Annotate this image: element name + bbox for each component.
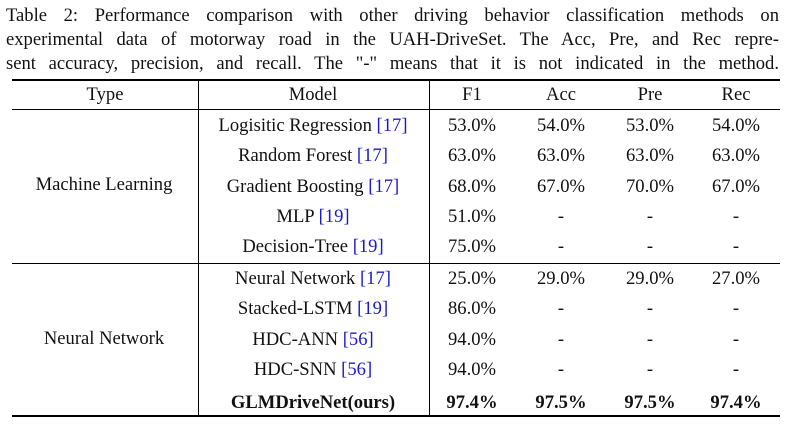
metric-acc-cell: 97.5% (535, 392, 587, 413)
metric-acc-cell: - (557, 206, 565, 227)
metric-f1-cell: 75.0% (447, 236, 497, 257)
model-name: HDC-ANN (252, 329, 339, 350)
citation-link[interactable]: [17] (376, 115, 408, 136)
citation-link[interactable]: [19] (318, 206, 350, 227)
caption-line: sent accuracy, precision, and recall. Th… (6, 53, 779, 74)
table-top-rule (12, 79, 780, 81)
model-name: Random Forest (238, 145, 353, 166)
metric-f1-cell: 68.0% (447, 176, 497, 197)
metric-f1-cell: 86.0% (447, 298, 497, 319)
model-name-cell: Neural Network [17] (235, 268, 391, 290)
model-name: Neural Network (235, 268, 356, 289)
metric-f1-cell: 94.0% (447, 359, 497, 380)
group-divider-rule (12, 263, 780, 264)
model-name-cell: Logisitic Regression [17] (218, 115, 407, 137)
metric-rec-cell: - (732, 236, 740, 257)
metric-pre-cell: 70.0% (625, 176, 675, 197)
header-pre: Pre (637, 84, 663, 105)
metric-rec-cell: - (732, 329, 740, 350)
table-caption: Table 2: Performance comparison with oth… (6, 4, 779, 76)
metric-pre-cell: - (646, 236, 654, 257)
model-name: Logisitic Regression (218, 115, 372, 136)
header-model: Model (288, 84, 338, 105)
metric-f1-cell: 97.4% (446, 392, 498, 413)
metric-pre-cell: - (646, 298, 654, 319)
metric-acc-cell: - (557, 236, 565, 257)
metric-f1-cell: 53.0% (447, 115, 497, 136)
model-name-cell: Gradient Boosting [17] (227, 176, 400, 198)
type-model-divider (198, 80, 199, 415)
citation-link[interactable]: [17] (359, 268, 391, 289)
header-type: Type (86, 84, 124, 105)
metric-rec-cell: 63.0% (711, 145, 761, 166)
model-name-cell: Stacked-LSTM [19] (238, 298, 388, 320)
model-name-cell: HDC-ANN [56] (252, 329, 373, 351)
metric-rec-cell: - (732, 359, 740, 380)
citation-link[interactable]: [19] (352, 236, 384, 257)
group-label-neural-network: Neural Network (43, 328, 165, 349)
model-metric-divider (429, 80, 430, 415)
citation-link[interactable]: [17] (356, 145, 388, 166)
model-name: HDC-SNN (253, 359, 337, 380)
header-acc: Acc (546, 84, 576, 105)
metric-acc-cell: 67.0% (536, 176, 586, 197)
group-label-machine-learning: Machine Learning (35, 174, 173, 195)
metric-f1-cell: 94.0% (447, 329, 497, 350)
metric-pre-cell: 29.0% (625, 268, 675, 289)
metric-rec-cell: 27.0% (711, 268, 761, 289)
metric-acc-cell: 54.0% (536, 115, 586, 136)
metric-rec-cell: - (732, 206, 740, 227)
model-name-cell: MLP [19] (276, 206, 349, 228)
metric-rec-cell: 54.0% (711, 115, 761, 136)
citation-link[interactable]: [17] (368, 176, 400, 197)
metric-acc-cell: 63.0% (536, 145, 586, 166)
caption-line: Table 2: Performance comparison with oth… (6, 5, 779, 26)
metric-acc-cell: - (557, 298, 565, 319)
header-rec: Rec (721, 84, 751, 105)
metric-pre-cell: - (646, 359, 654, 380)
metric-pre-cell: - (646, 329, 654, 350)
model-name: Stacked-LSTM (237, 298, 353, 319)
header-rule (12, 109, 780, 110)
metric-pre-cell: 63.0% (625, 145, 675, 166)
citation-link[interactable]: [56] (341, 359, 373, 380)
metric-pre-cell: 97.5% (624, 392, 676, 413)
metric-rec-cell: 67.0% (711, 176, 761, 197)
metric-rec-cell: - (732, 298, 740, 319)
metric-pre-cell: 53.0% (625, 115, 675, 136)
caption-line: experimental data of motorway road in th… (6, 29, 779, 50)
model-name-cell: Random Forest [17] (238, 145, 388, 167)
metric-rec-cell: 97.4% (710, 392, 762, 413)
metric-acc-cell: 29.0% (536, 268, 586, 289)
model-name: Decision-Tree (242, 236, 349, 257)
citation-link[interactable]: [19] (357, 298, 389, 319)
metric-f1-cell: 25.0% (447, 268, 497, 289)
metric-f1-cell: 63.0% (447, 145, 497, 166)
model-name-cell: Decision-Tree [19] (242, 236, 383, 258)
model-name: Gradient Boosting (226, 176, 364, 197)
model-name-cell: GLMDriveNet(ours) (231, 392, 395, 414)
model-name: MLP (276, 206, 314, 227)
metric-pre-cell: - (646, 206, 654, 227)
header-f1: F1 (462, 84, 482, 105)
metric-acc-cell: - (557, 329, 565, 350)
citation-link[interactable]: [56] (342, 329, 374, 350)
metric-acc-cell: - (557, 359, 565, 380)
table-bottom-rule (12, 415, 780, 417)
model-name: GLMDriveNet(ours) (230, 392, 396, 413)
model-name-cell: HDC-SNN [56] (254, 359, 372, 381)
metric-f1-cell: 51.0% (447, 206, 497, 227)
